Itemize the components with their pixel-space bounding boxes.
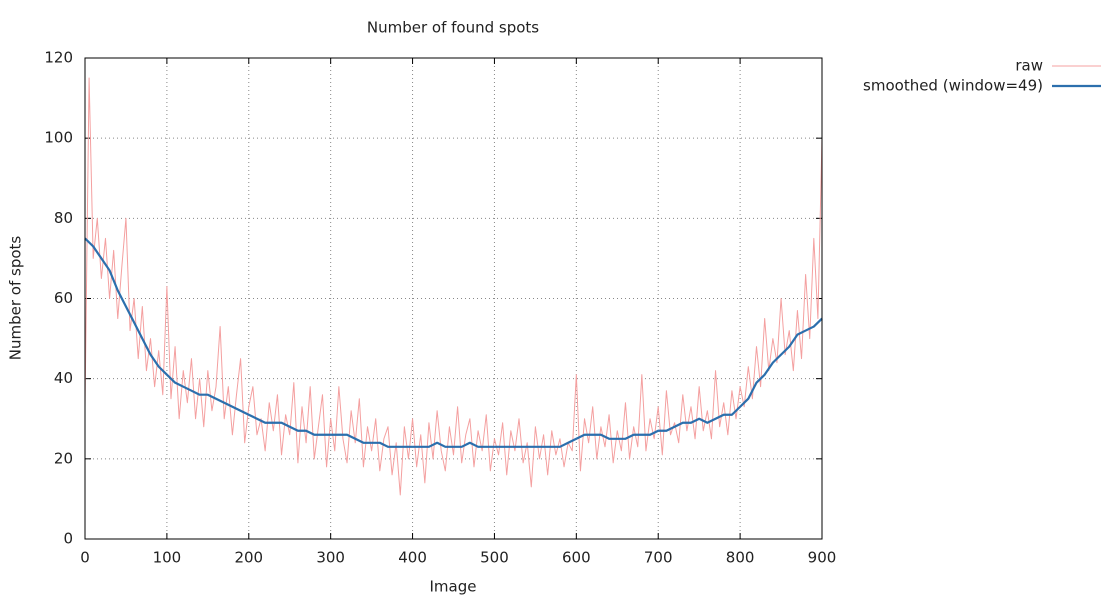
x-axis-label: Image bbox=[430, 578, 477, 596]
x-tick-label: 700 bbox=[644, 549, 673, 567]
chart-title: Number of found spots bbox=[367, 19, 539, 37]
x-tick-label: 500 bbox=[480, 549, 509, 567]
y-tick-label: 60 bbox=[54, 289, 73, 307]
x-tick-label: 0 bbox=[80, 549, 90, 567]
legend-label: smoothed (window=49) bbox=[863, 77, 1043, 95]
data-line bbox=[84, 237, 823, 448]
legend-label: raw bbox=[1015, 57, 1043, 75]
y-tick-label: 100 bbox=[44, 129, 73, 147]
y-tick-label: 0 bbox=[63, 530, 73, 548]
x-tick-label: 600 bbox=[562, 549, 591, 567]
x-tick-label: 800 bbox=[726, 549, 755, 567]
data-line bbox=[84, 77, 823, 496]
y-tick-label: 40 bbox=[54, 369, 73, 387]
plot-border bbox=[84, 57, 823, 540]
y-tick-label: 120 bbox=[44, 49, 73, 67]
x-tick-label: 200 bbox=[234, 549, 263, 567]
y-tick-label: 80 bbox=[54, 209, 73, 227]
y-axis-label: Number of spots bbox=[7, 236, 25, 361]
x-tick-label: 400 bbox=[398, 549, 427, 567]
x-tick-label: 300 bbox=[316, 549, 345, 567]
x-tick-label: 900 bbox=[808, 549, 837, 567]
x-tick-label: 100 bbox=[153, 549, 182, 567]
y-tick-label: 20 bbox=[54, 449, 73, 467]
